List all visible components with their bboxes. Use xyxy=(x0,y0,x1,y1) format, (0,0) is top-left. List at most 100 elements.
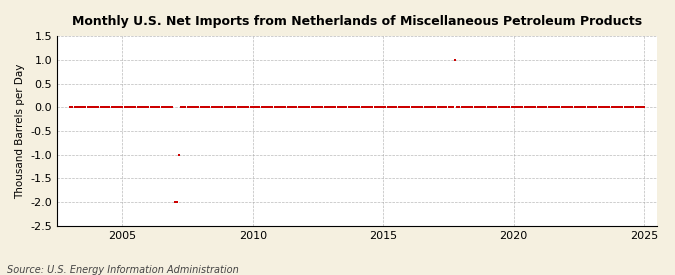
Point xyxy=(117,105,128,109)
Point xyxy=(489,105,500,109)
Point xyxy=(204,105,215,109)
Point xyxy=(354,105,364,109)
Point xyxy=(202,105,213,109)
Point xyxy=(167,105,178,109)
Point xyxy=(508,105,519,109)
Point xyxy=(97,105,108,109)
Point xyxy=(291,105,302,109)
Point xyxy=(150,105,161,109)
Point xyxy=(180,105,191,109)
Point xyxy=(506,105,517,109)
Point xyxy=(441,105,452,109)
Point xyxy=(67,105,78,109)
Point xyxy=(326,105,337,109)
Point xyxy=(500,105,510,109)
Point xyxy=(84,105,95,109)
Point xyxy=(615,105,626,109)
Point xyxy=(367,105,378,109)
Point xyxy=(128,105,138,109)
Title: Monthly U.S. Net Imports from Netherlands of Miscellaneous Petroleum Products: Monthly U.S. Net Imports from Netherland… xyxy=(72,15,643,28)
Point xyxy=(236,105,247,109)
Point xyxy=(528,105,539,109)
Point xyxy=(308,105,319,109)
Point xyxy=(239,105,250,109)
Point xyxy=(145,105,156,109)
Point xyxy=(426,105,437,109)
Point xyxy=(630,105,641,109)
Point xyxy=(217,105,227,109)
Point xyxy=(410,105,421,109)
Y-axis label: Thousand Barrels per Day: Thousand Barrels per Day xyxy=(15,63,25,199)
Point xyxy=(439,105,450,109)
Point xyxy=(632,105,643,109)
Point xyxy=(456,105,467,109)
Point xyxy=(558,105,569,109)
Point xyxy=(602,105,613,109)
Point xyxy=(195,105,206,109)
Point xyxy=(143,105,154,109)
Point xyxy=(415,105,426,109)
Point xyxy=(182,105,193,109)
Point xyxy=(278,105,289,109)
Point xyxy=(417,105,428,109)
Point xyxy=(617,105,628,109)
Point xyxy=(634,105,645,109)
Point xyxy=(248,105,259,109)
Point xyxy=(541,105,551,109)
Point xyxy=(86,105,97,109)
Point xyxy=(154,105,165,109)
Point xyxy=(76,105,86,109)
Point xyxy=(130,105,141,109)
Point xyxy=(382,105,393,109)
Point xyxy=(519,105,530,109)
Point xyxy=(460,105,471,109)
Point xyxy=(341,105,352,109)
Point xyxy=(315,105,325,109)
Point xyxy=(115,105,126,109)
Point xyxy=(622,105,632,109)
Point xyxy=(362,105,373,109)
Point xyxy=(393,105,404,109)
Point xyxy=(608,105,619,109)
Point xyxy=(169,200,180,204)
Point xyxy=(421,105,432,109)
Point xyxy=(280,105,291,109)
Point xyxy=(497,105,508,109)
Point xyxy=(408,105,419,109)
Point xyxy=(163,105,173,109)
Point xyxy=(428,105,439,109)
Point xyxy=(189,105,200,109)
Point xyxy=(365,105,376,109)
Point xyxy=(595,105,606,109)
Point xyxy=(275,105,286,109)
Point xyxy=(126,105,136,109)
Point xyxy=(358,105,369,109)
Point xyxy=(478,105,489,109)
Point xyxy=(263,105,273,109)
Point xyxy=(556,105,567,109)
Point xyxy=(360,105,371,109)
Point xyxy=(563,105,574,109)
Point xyxy=(480,105,491,109)
Point xyxy=(482,105,493,109)
Point xyxy=(124,105,134,109)
Point xyxy=(521,105,532,109)
Point xyxy=(597,105,608,109)
Point xyxy=(373,105,384,109)
Point xyxy=(587,105,597,109)
Point xyxy=(284,105,295,109)
Point xyxy=(100,105,111,109)
Point xyxy=(504,105,515,109)
Point xyxy=(513,105,524,109)
Point xyxy=(560,105,571,109)
Point xyxy=(547,105,558,109)
Point xyxy=(295,105,306,109)
Point xyxy=(452,105,462,109)
Point xyxy=(241,105,252,109)
Point xyxy=(350,105,360,109)
Point xyxy=(159,105,169,109)
Point xyxy=(543,105,554,109)
Point xyxy=(348,105,358,109)
Point xyxy=(211,105,221,109)
Point xyxy=(619,105,630,109)
